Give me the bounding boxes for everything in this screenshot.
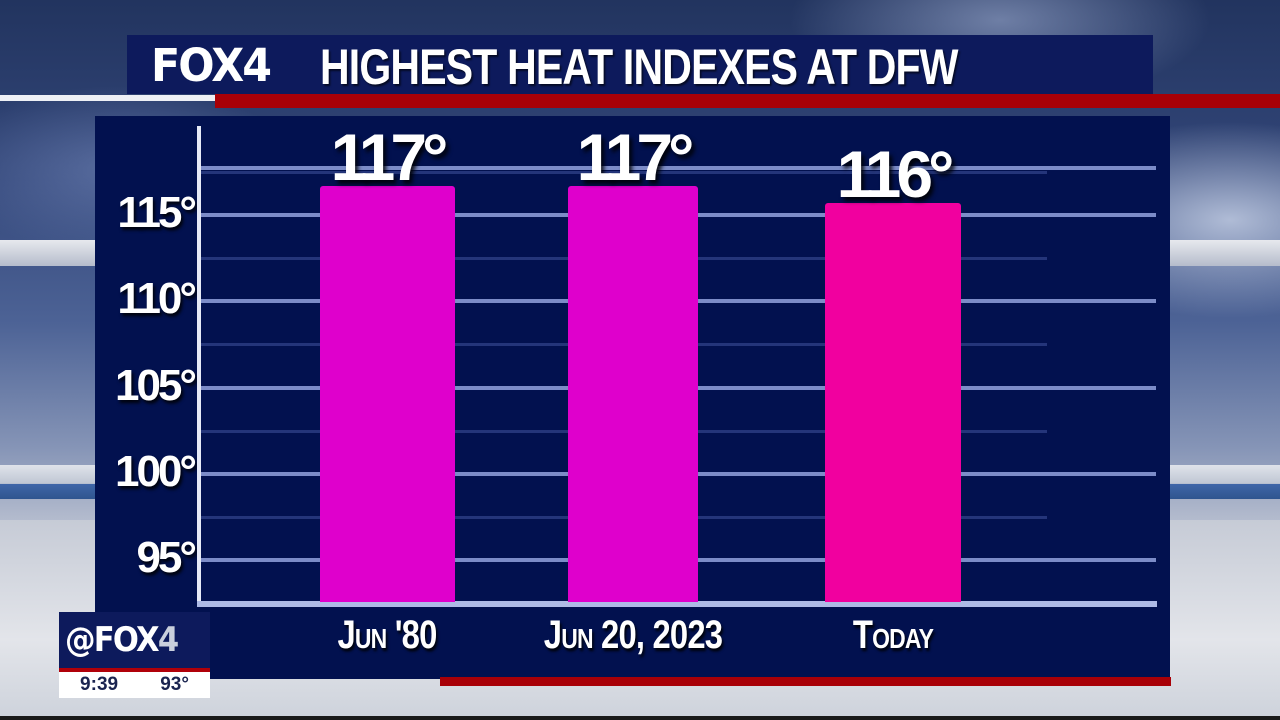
y-tick-label: 95° [136,533,197,582]
bug-handle-prefix: @FOX [65,620,160,660]
title-red-stripe [215,94,1280,108]
panel-red-stripe [440,677,1171,686]
bug-time: 9:39 [80,674,119,695]
x-axis [197,601,1157,607]
bar [320,185,455,602]
title-bar: FOX4 HIGHEST HEAT INDEXES AT DFW [127,35,1153,95]
bar-value-label: 117° [576,119,695,194]
station-bug: @FOX4 9:39 93° [59,612,210,698]
x-category-label: Jun '80 [337,613,437,657]
frame-edge [0,716,1280,720]
gridline-minor [201,170,1047,174]
bar [568,185,698,602]
bar-value-label: 117° [330,119,449,194]
y-tick-label: 100° [114,446,197,496]
y-tick-label: 105° [114,360,197,410]
fox4-logo: FOX4 [151,39,272,92]
x-category-label: Jun 20, 2023 [543,613,723,657]
y-axis [197,126,201,606]
bug-red-stripe [59,668,210,672]
bug-logo-panel: @FOX4 [59,612,210,668]
gridline-top [201,166,1156,171]
bar-value-label: 116° [836,136,955,211]
bug-time-temp: 9:39 93° [59,672,210,698]
bug-temperature: 93° [160,674,189,695]
x-category-label: Today [852,613,934,657]
title-underline [0,95,216,101]
y-tick-label: 110° [117,274,197,324]
chart-title: HIGHEST HEAT INDEXES AT DFW [320,39,958,95]
bar [825,202,961,602]
bug-handle-suffix: 4 [157,620,179,660]
y-tick-label: 115° [117,188,197,237]
bug-handle: @FOX4 [65,618,179,662]
